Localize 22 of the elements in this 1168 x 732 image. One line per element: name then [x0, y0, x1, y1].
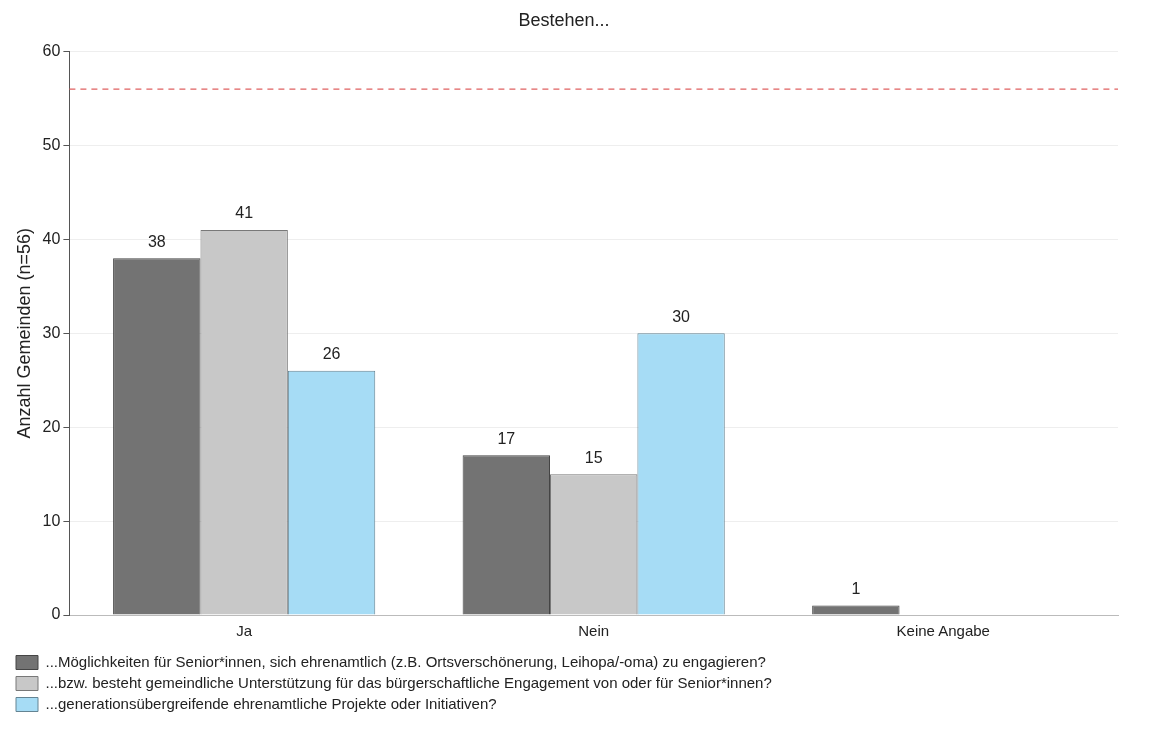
y-tick-label: 30	[42, 323, 61, 341]
data-label: 15	[584, 448, 603, 466]
chart-title: Bestehen...	[518, 9, 610, 30]
data-label: 17	[497, 429, 516, 447]
x-tick-label: Nein	[578, 622, 610, 640]
y-tick-label: 50	[42, 135, 61, 153]
y-tick-label: 0	[51, 605, 61, 623]
x-tick-label: Ja	[236, 622, 253, 640]
y-tick-label: 40	[42, 229, 61, 247]
data-label: 30	[672, 307, 691, 325]
legend-label: ...generationsübergreifende ehrenamtliche Projekte oder Initiativen?	[45, 694, 497, 712]
legend-label: ...Möglichkeiten für Senior*innen, sich ehrenamtlich (z.B. Ortsverschönerung, Leihopa/-oma) zu engagieren?	[45, 652, 766, 670]
data-label: 1	[851, 580, 861, 598]
x-tick-label: Keine Angabe	[896, 622, 990, 640]
legend-label: ...bzw. besteht gemeindliche Unterstützung für das bürgerschaftliche Engagement von oder für Senior*innen?	[45, 673, 772, 691]
data-label: 38	[147, 232, 166, 250]
data-label: 26	[322, 345, 341, 363]
data-label: 41	[235, 204, 254, 222]
y-tick-label: 10	[42, 511, 61, 529]
y-axis-title: Anzahl Gemeinden (n=56)	[13, 227, 34, 439]
y-tick-label: 20	[42, 417, 61, 435]
y-tick-label: 60	[42, 42, 61, 60]
